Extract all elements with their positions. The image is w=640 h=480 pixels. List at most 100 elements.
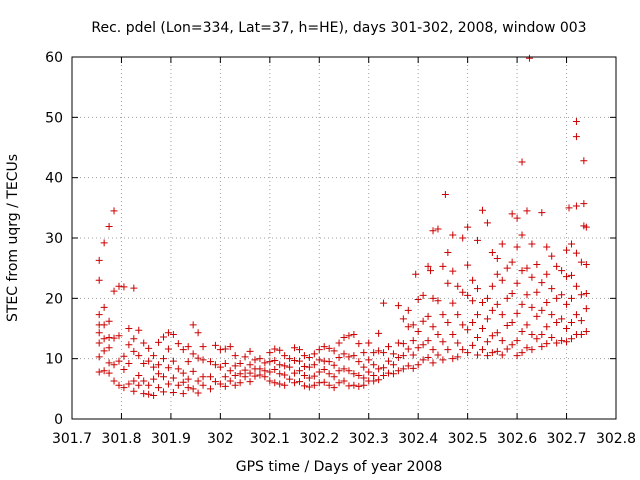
data-point [325, 381, 333, 389]
data-point [553, 294, 561, 302]
data-point [184, 343, 192, 351]
data-point [454, 339, 462, 347]
data-point [454, 282, 462, 290]
data-point [523, 321, 531, 329]
data-point [305, 383, 313, 391]
data-point [409, 321, 417, 329]
data-point [543, 323, 551, 331]
y-tick-label: 10 [45, 352, 63, 368]
data-point [115, 357, 123, 365]
data-point [513, 279, 521, 287]
data-point [565, 204, 573, 212]
data-point [266, 358, 274, 366]
data-point [221, 373, 229, 381]
data-point [261, 367, 269, 375]
data-point [251, 372, 259, 380]
x-tick-label: 302 [207, 431, 234, 447]
data-point [488, 306, 496, 314]
data-point [236, 359, 244, 367]
y-tick-label: 40 [45, 171, 63, 187]
data-point [246, 347, 254, 355]
data-point [216, 363, 224, 371]
data-point [419, 291, 427, 299]
data-point [508, 290, 516, 298]
data-point [169, 388, 177, 396]
data-point [276, 380, 284, 388]
data-point [179, 346, 187, 354]
data-point [582, 328, 590, 336]
data-point [533, 312, 541, 320]
data-point [469, 297, 477, 305]
data-point [145, 381, 153, 389]
data-point [474, 311, 482, 319]
data-point [155, 370, 163, 378]
data-point [350, 331, 358, 339]
data-point [194, 354, 202, 362]
x-tick-label: 302.6 [497, 431, 537, 447]
data-point [325, 358, 333, 366]
data-point [513, 337, 521, 345]
data-point [105, 317, 113, 325]
data-point [429, 323, 437, 331]
data-point [493, 329, 501, 337]
data-point [105, 334, 113, 342]
data-point [340, 350, 348, 358]
data-point [360, 374, 368, 382]
data-point [404, 362, 412, 370]
data-point [256, 355, 264, 363]
data-point [150, 391, 158, 399]
data-point [110, 377, 118, 385]
data-point [115, 282, 123, 290]
data-point [266, 368, 274, 376]
data-point [199, 373, 207, 381]
data-point [380, 349, 388, 357]
data-point [582, 223, 590, 231]
data-point [567, 318, 575, 326]
data-point [140, 339, 148, 347]
data-point [110, 207, 118, 215]
data-point [179, 390, 187, 398]
data-point [120, 366, 128, 374]
data-point [563, 325, 571, 332]
data-point [231, 381, 239, 389]
data-point [345, 382, 353, 390]
x-tick-label: 302.2 [299, 431, 339, 447]
data-point [231, 352, 239, 360]
data-point [528, 273, 536, 281]
data-point [174, 381, 182, 389]
data-point [164, 329, 172, 337]
data-point [305, 353, 313, 361]
data-point [226, 343, 234, 351]
data-point [389, 370, 397, 378]
data-point [291, 356, 299, 364]
data-point [469, 341, 477, 349]
data-point [140, 377, 148, 385]
data-point [577, 331, 585, 339]
data-point [439, 262, 447, 270]
data-point [483, 219, 491, 227]
data-point [414, 361, 422, 369]
data-point [469, 318, 477, 326]
data-point [498, 351, 506, 359]
data-point [115, 381, 123, 389]
data-point [567, 240, 575, 248]
data-point [335, 353, 343, 361]
data-point [548, 252, 556, 260]
data-point [380, 364, 388, 372]
data-point [105, 344, 113, 352]
data-point [286, 375, 294, 383]
data-point [330, 373, 338, 381]
data-point [281, 381, 289, 389]
data-point [572, 249, 580, 257]
data-point [567, 335, 575, 343]
data-point [295, 378, 303, 386]
data-point [572, 133, 580, 141]
data-point [150, 363, 158, 371]
data-point [483, 338, 491, 346]
data-point [459, 346, 467, 354]
data-point [199, 356, 207, 364]
data-point [211, 378, 219, 386]
data-point [145, 357, 153, 365]
data-point [105, 369, 113, 377]
